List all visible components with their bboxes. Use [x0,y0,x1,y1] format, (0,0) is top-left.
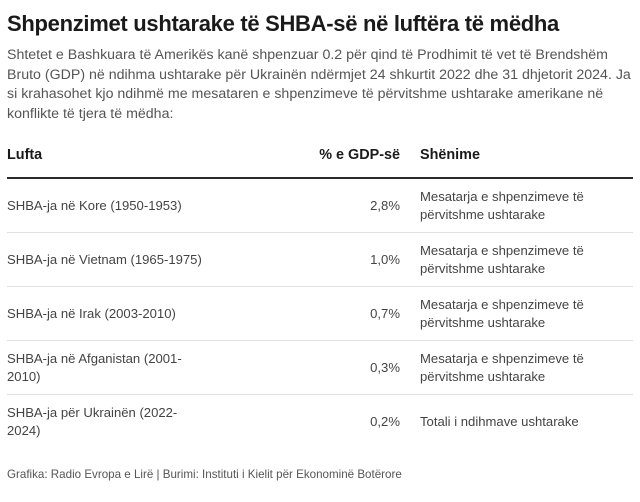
cell-war: SHBA-ja në Kore (1950-1953) [7,178,307,233]
cell-war: SHBA-ja në Vietnam (1965-1975) [7,232,307,287]
cell-war: SHBA-ja në Afganistan (2001-2010) [7,340,307,395]
cell-gdp-pct: 0,3% [307,340,420,395]
cell-note: Mesatarja e shpenzimeve të përvitshme us… [420,340,633,395]
table-row: SHBA-ja në Irak (2003-2010) 0,7% Mesatar… [7,286,633,341]
table-row: SHBA-ja në Kore (1950-1953) 2,8% Mesatar… [7,178,633,233]
cell-gdp-pct: 1,0% [307,232,420,287]
cell-war: SHBA-ja për Ukrainën (2022-2024) [7,405,178,438]
chart-title: Shpenzimet ushtarake të SHBA-së në luftë… [7,11,559,36]
column-header-gdp: % e GDP-së [307,147,420,179]
chart-footer-source: Grafika: Radio Evropa e Lirë | Burimi: I… [7,468,402,481]
cell-note: Mesatarja e shpenzimeve të përvitshme us… [420,232,633,287]
table-row: SHBA-ja në Vietnam (1965-1975) 1,0% Mesa… [7,232,633,287]
column-header-note: Shënime [420,147,633,179]
table-row: SHBA-ja për Ukrainën (2022-2024) 0,2% To… [7,395,633,449]
data-table: Lufta % e GDP-së Shënime SHBA-ja në Kore… [7,147,633,448]
cell-note: Mesatarja e shpenzimeve të përvitshme us… [420,286,633,341]
chart-intro: Shtetet e Bashkuara të Amerikës kanë shp… [7,47,631,122]
cell-gdp-pct: 2,8% [307,178,420,233]
table-header-row: Lufta % e GDP-së Shënime [7,147,633,179]
cell-gdp-pct: 0,2% [370,413,400,429]
column-header-war: Lufta [7,147,307,179]
cell-note: Totali i ndihmave ushtarake [420,413,579,429]
cell-note: Mesatarja e shpenzimeve të përvitshme us… [420,178,633,233]
cell-gdp-pct: 0,7% [307,286,420,341]
cell-war: SHBA-ja në Irak (2003-2010) [7,286,307,341]
chart-container: Shpenzimet ushtarake të SHBA-së në luftë… [7,11,633,481]
table-row: SHBA-ja në Afganistan (2001-2010) 0,3% M… [7,340,633,395]
